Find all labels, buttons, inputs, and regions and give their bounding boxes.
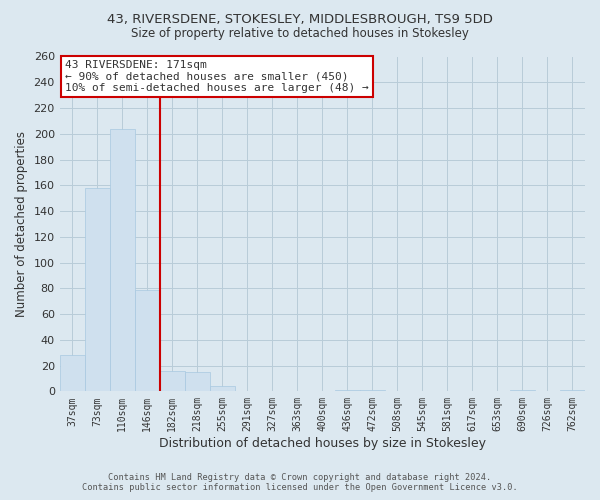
- X-axis label: Distribution of detached houses by size in Stokesley: Distribution of detached houses by size …: [159, 437, 486, 450]
- Bar: [85, 188, 110, 392]
- Bar: [335, 390, 360, 392]
- Text: Size of property relative to detached houses in Stokesley: Size of property relative to detached ho…: [131, 28, 469, 40]
- Bar: [360, 390, 385, 392]
- Bar: [110, 128, 135, 392]
- Y-axis label: Number of detached properties: Number of detached properties: [15, 131, 28, 317]
- Bar: [160, 370, 185, 392]
- Bar: [210, 386, 235, 392]
- Bar: [560, 390, 585, 392]
- Text: 43, RIVERSDENE, STOKESLEY, MIDDLESBROUGH, TS9 5DD: 43, RIVERSDENE, STOKESLEY, MIDDLESBROUGH…: [107, 12, 493, 26]
- Bar: [185, 372, 210, 392]
- Bar: [59, 356, 85, 392]
- Text: 43 RIVERSDENE: 171sqm
← 90% of detached houses are smaller (450)
10% of semi-det: 43 RIVERSDENE: 171sqm ← 90% of detached …: [65, 60, 368, 93]
- Bar: [510, 390, 535, 392]
- Bar: [135, 290, 160, 392]
- Text: Contains HM Land Registry data © Crown copyright and database right 2024.
Contai: Contains HM Land Registry data © Crown c…: [82, 473, 518, 492]
